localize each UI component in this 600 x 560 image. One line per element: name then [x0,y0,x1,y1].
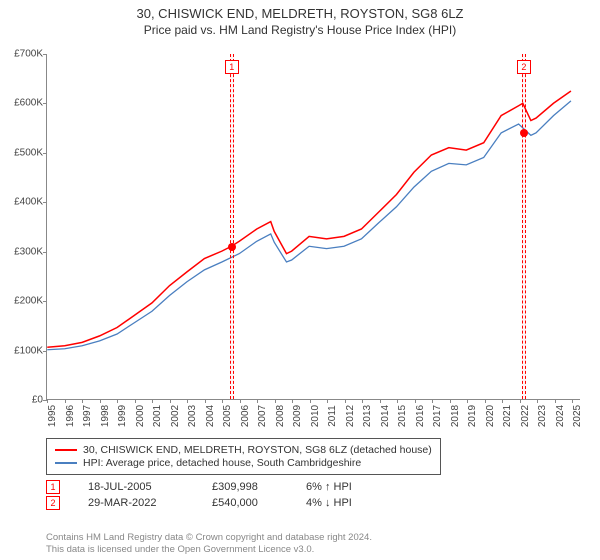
x-axis-label: 2025 [572,405,583,427]
sale-marker-badge: 2 [517,60,531,74]
legend-swatch-property [55,449,77,451]
x-axis-label: 2005 [222,405,233,427]
legend-label-property: 30, CHISWICK END, MELDRETH, ROYSTON, SG8… [83,444,432,456]
sale-delta: 6% ↑ HPI [306,481,352,493]
x-axis-label: 2019 [467,405,478,427]
sale-badge: 1 [46,480,60,494]
legend-label-hpi: HPI: Average price, detached house, Sout… [83,457,361,469]
legend-row-hpi: HPI: Average price, detached house, Sout… [55,457,432,469]
title-block: 30, CHISWICK END, MELDRETH, ROYSTON, SG8… [0,0,600,39]
x-axis-label: 2022 [520,405,531,427]
x-axis-label: 2013 [362,405,373,427]
y-axis-label: £400K [3,197,43,208]
x-axis-label: 2020 [485,405,496,427]
title-subtitle: Price paid vs. HM Land Registry's House … [0,23,600,37]
y-axis-label: £500K [3,147,43,158]
x-axis-label: 2003 [187,405,198,427]
x-axis-label: 2011 [327,405,338,427]
y-axis-label: £300K [3,246,43,257]
x-axis-label: 2007 [257,405,268,427]
sale-marker-dot [228,243,236,251]
legend-row-property: 30, CHISWICK END, MELDRETH, ROYSTON, SG8… [55,444,432,456]
x-axis-label: 2023 [537,405,548,427]
x-axis-label: 1996 [65,405,76,427]
x-axis-label: 2015 [397,405,408,427]
y-axis-label: £600K [3,98,43,109]
sale-delta: 4% ↓ HPI [306,497,352,509]
x-axis-label: 2024 [555,405,566,427]
x-axis-label: 1995 [47,405,58,427]
y-axis-label: £100K [3,345,43,356]
x-axis-label: 2009 [292,405,303,427]
footer-line1: Contains HM Land Registry data © Crown c… [46,532,372,544]
sale-rows: 1 18-JUL-2005 £309,998 6% ↑ HPI 2 29-MAR… [46,478,580,512]
legend-swatch-hpi [55,462,77,464]
footer-line2: This data is licensed under the Open Gov… [46,544,372,556]
x-axis-label: 2000 [135,405,146,427]
chart-container: 30, CHISWICK END, MELDRETH, ROYSTON, SG8… [0,0,600,560]
sale-price: £309,998 [212,481,302,493]
legend: 30, CHISWICK END, MELDRETH, ROYSTON, SG8… [46,438,441,475]
sale-marker-band [230,54,234,399]
sale-badge: 2 [46,496,60,510]
sale-marker-dot [520,129,528,137]
sale-row: 1 18-JUL-2005 £309,998 6% ↑ HPI [46,480,580,494]
title-address: 30, CHISWICK END, MELDRETH, ROYSTON, SG8… [0,6,600,21]
chart-plot-area: £0£100K£200K£300K£400K£500K£600K£700K199… [46,54,580,400]
series-line-property [47,91,571,347]
x-axis-label: 1998 [100,405,111,427]
sale-date: 29-MAR-2022 [88,497,208,509]
x-axis-label: 2012 [345,405,356,427]
x-axis-label: 2002 [170,405,181,427]
y-axis-label: £0 [3,395,43,406]
sale-date: 18-JUL-2005 [88,481,208,493]
x-axis-label: 2021 [502,405,513,427]
x-axis-label: 2018 [450,405,461,427]
x-axis-label: 2004 [205,405,216,427]
y-axis-label: £200K [3,296,43,307]
y-axis-label: £700K [3,49,43,60]
sale-marker-band [522,54,526,399]
x-axis-label: 2010 [310,405,321,427]
x-axis-label: 2017 [432,405,443,427]
x-axis-label: 2001 [152,405,163,427]
sale-marker-badge: 1 [225,60,239,74]
x-axis-label: 2016 [415,405,426,427]
x-axis-label: 1997 [82,405,93,427]
x-axis-label: 2014 [380,405,391,427]
chart-svg [47,54,580,399]
x-axis-label: 1999 [117,405,128,427]
x-axis-label: 2008 [275,405,286,427]
series-line-hpi [47,101,571,350]
footer: Contains HM Land Registry data © Crown c… [46,532,372,556]
sale-price: £540,000 [212,497,302,509]
x-axis-label: 2006 [240,405,251,427]
sale-row: 2 29-MAR-2022 £540,000 4% ↓ HPI [46,496,580,510]
